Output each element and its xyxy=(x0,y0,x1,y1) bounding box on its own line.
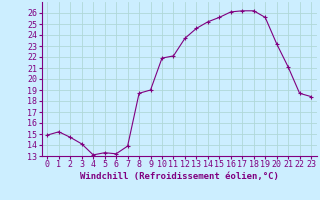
X-axis label: Windchill (Refroidissement éolien,°C): Windchill (Refroidissement éolien,°C) xyxy=(80,172,279,181)
